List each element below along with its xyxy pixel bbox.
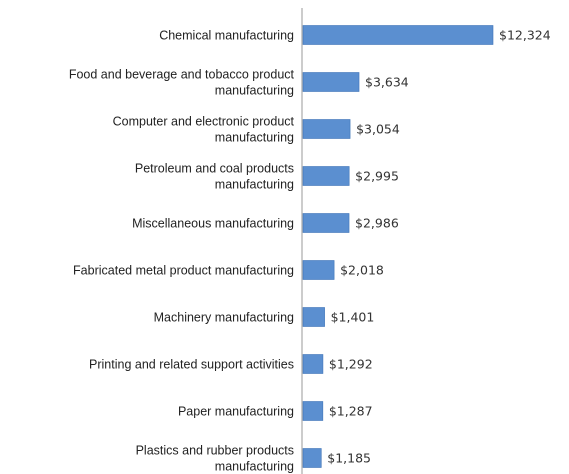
bar-9 [302,448,322,468]
value-label-9: $1,185 [327,451,371,466]
value-label-1: $3,634 [365,75,409,90]
category-label-6: Machinery manufacturing [154,311,294,325]
category-label-7: Printing and related support activities [89,358,294,372]
category-label-9: Plastics and rubber products manufacturin… [136,444,294,474]
value-label-7: $1,292 [329,357,373,372]
bar-1 [302,72,360,92]
bar-0 [302,25,494,45]
bar-5 [302,260,335,280]
category-label-0: Chemical manufacturing [159,29,294,43]
category-label-2: Computer and electronic product manufactu… [113,115,295,145]
bar-4 [302,213,350,233]
category-label-3: Petroleum and coal products manufacturing [135,162,294,192]
value-label-3: $2,995 [355,169,399,184]
value-label-8: $1,287 [329,404,373,419]
category-label-1: Food and beverage and tobacco product man… [69,68,295,98]
category-label-4: Miscellaneous manufacturing [132,217,294,231]
category-label-8: Paper manufacturing [178,405,294,419]
bar-7 [302,354,324,374]
value-label-2: $3,054 [356,122,400,137]
value-label-6: $1,401 [331,310,375,325]
category-labels-group: Chemical manufacturing Food and beverage … [69,29,295,474]
category-label-5: Fabricated metal product manufacturing [73,264,294,278]
value-label-5: $2,018 [340,263,384,278]
value-label-0: $12,324 [499,28,551,43]
bar-2 [302,119,351,139]
bar-8 [302,401,324,421]
value-labels-group: $12,324 $3,634 $3,054 $2,995 $2,986 $2,018 $1,… [327,28,550,466]
bar-3 [302,166,350,186]
bar-6 [302,307,325,327]
bars-group [302,25,494,468]
value-label-4: $2,986 [355,216,399,231]
